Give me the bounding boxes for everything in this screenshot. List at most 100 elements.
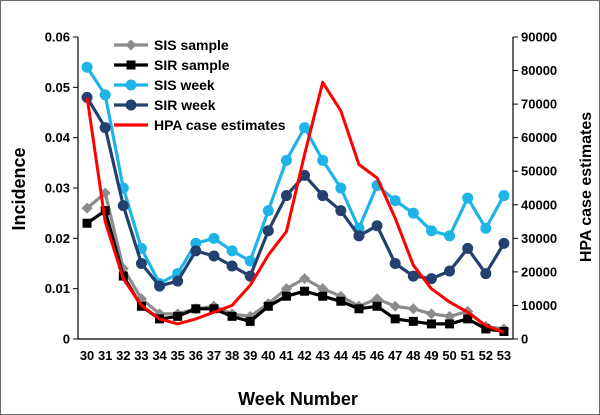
legend-swatch-marker [125,39,137,51]
legend-label: SIR week [154,97,216,113]
y2-tick-label: 30000 [521,231,557,246]
data-point-sis-sample [444,310,456,322]
data-point-sir-week [208,250,220,262]
x-tick-label: 43 [315,348,329,363]
y2-tick-label: 70000 [521,97,557,112]
y-tick-label: 0.01 [45,281,70,296]
data-point-sir-sample [173,311,183,321]
x-tick-label: 32 [116,348,130,363]
data-point-sis-week [226,245,238,257]
legend-label: SIS sample [154,37,229,53]
x-tick-label: 52 [479,348,493,363]
data-point-sir-week [335,205,347,217]
data-point-sir-sample [100,206,110,216]
y2-tick-label: 0 [521,332,528,347]
x-tick-label: 30 [80,348,94,363]
x-tick-label: 50 [442,348,456,363]
data-point-sis-week [190,237,202,249]
data-point-sis-week [498,190,510,202]
data-point-sir-week [81,91,93,103]
data-point-sis-week [407,207,419,219]
x-tick-label: 51 [460,348,474,363]
data-point-sir-sample [426,319,436,329]
data-point-sir-sample [281,291,291,301]
data-point-sis-sample [407,303,419,315]
y-tick-label: 0.04 [45,130,71,145]
data-point-sir-week [371,220,383,232]
x-tick-label: 45 [352,348,366,363]
data-point-sis-week [444,230,456,242]
legend-item-sis-week: SIS week [114,77,215,93]
data-point-sir-sample [191,304,201,314]
y2-tick-label: 10000 [521,298,557,313]
y-axis-title: Incidence [9,147,29,230]
data-point-sir-week [498,237,510,249]
y-tick-label: 0 [63,332,70,347]
series-line-sis-week [85,66,506,286]
y-tick-label: 0.06 [45,30,70,45]
x-tick-label: 41 [279,348,293,363]
data-point-sis-week [335,182,347,194]
x-tick-label: 46 [370,348,384,363]
y-tick-label: 0.05 [45,80,70,95]
data-point-sis-sample [317,283,329,295]
legend-item-sir-sample: SIR sample [114,57,230,73]
y2-tick-label: 50000 [521,164,557,179]
data-point-sir-sample [336,296,346,306]
data-point-sir-week [190,245,202,257]
x-tick-label: 31 [98,348,112,363]
data-point-sis-sample [389,300,401,312]
y2-axis-title: HPA case estimates [578,112,595,262]
y2-tick-label: 90000 [521,30,557,45]
data-point-sir-sample [390,314,400,324]
series-lines [81,61,510,336]
y2-tick-label: 80000 [521,63,557,78]
series-line-hpa-case-estimates [85,80,505,334]
data-point-sir-sample [82,218,92,228]
data-point-sir-sample [245,316,255,326]
x-tick-label: 42 [297,348,311,363]
x-tick-label: 48 [406,348,420,363]
data-point-sir-sample [263,301,273,311]
y2-tick-label: 40000 [521,197,557,212]
data-point-sir-sample [372,301,382,311]
data-point-sir-sample [227,311,237,321]
data-point-sis-week [81,61,93,73]
data-point-sir-week [425,273,437,285]
data-point-sis-sample [280,283,292,295]
x-tick-label: 38 [225,348,239,363]
x-tick-label: 36 [189,348,203,363]
data-point-sis-week [99,89,111,101]
legend-swatch-marker [126,60,136,70]
x-tick-label: 44 [334,348,349,363]
data-point-sir-week [154,280,166,292]
series-hpa-case-estimates [85,80,505,334]
x-tick-label: 49 [424,348,438,363]
data-point-sir-week [280,190,292,202]
data-point-sir-week [444,265,456,277]
data-point-sir-week [135,258,147,269]
data-point-sir-sample [209,304,219,314]
x-tick-label: 53 [497,348,511,363]
data-point-sis-week [262,205,274,217]
data-point-sir-week [462,242,474,254]
x-tick-label: 39 [243,348,257,363]
x-tick-label: 33 [134,348,148,363]
data-point-sis-week [280,154,292,166]
y2-tick-label: 20000 [521,264,557,279]
data-point-sis-sample [299,273,311,285]
legend-swatch-marker [125,99,137,111]
data-point-sir-week [262,225,274,237]
data-point-sir-sample [354,304,364,314]
data-point-sir-sample [408,316,418,326]
data-point-sir-week [117,200,129,212]
data-point-sir-sample [318,291,328,301]
x-tick-label: 47 [388,348,402,363]
data-point-sis-sample [425,308,437,320]
data-point-sir-week [389,258,401,269]
data-point-sis-week [462,192,474,204]
y-tick-label: 0.03 [45,181,70,196]
data-point-sir-week [353,230,365,242]
data-point-sir-sample [445,319,455,329]
